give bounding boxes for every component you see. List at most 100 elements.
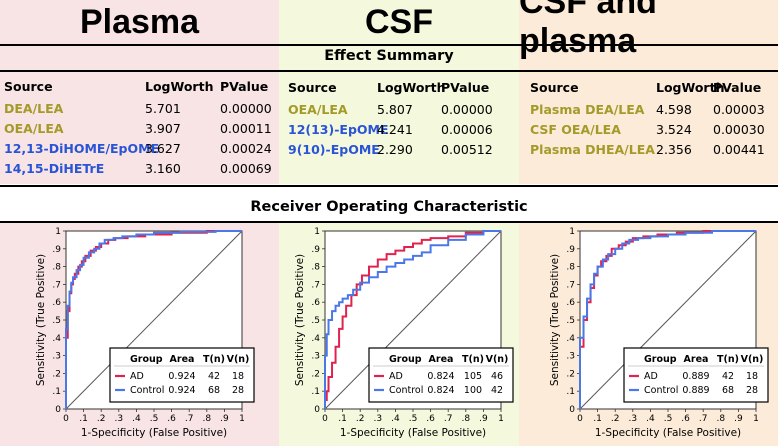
y-tick-label: .5 (52, 316, 61, 326)
x-tick-label: .6 (426, 414, 435, 424)
y-tick-label: .2 (566, 369, 575, 379)
logworth-cell: 5.807 (377, 102, 413, 117)
legend-header: V(n) (227, 354, 250, 365)
x-tick-label: .2 (611, 414, 620, 424)
source-cell: CSF OEA/LEA (530, 122, 621, 137)
legend-cell: 0.924 (168, 385, 195, 396)
legend-cell: 28 (746, 385, 758, 396)
y-tick-label: .8 (52, 263, 61, 273)
col-header-logworth: LogWorth (656, 80, 725, 95)
x-tick-label: .8 (462, 414, 471, 424)
y-tick-label: .1 (566, 387, 575, 397)
y-axis-label: Sensitivity (True Positive) (35, 254, 47, 386)
pvalue-cell: 0.00441 (713, 142, 765, 157)
source-cell: OEA/LEA (288, 102, 348, 117)
legend-cell: 100 (464, 385, 482, 396)
x-tick-label: .9 (734, 414, 743, 424)
y-tick-label: .2 (311, 369, 320, 379)
legend-cell: AD (130, 371, 144, 382)
plasma-column-bg (0, 0, 279, 184)
divider-effect (0, 70, 778, 72)
logworth-cell: 3.627 (145, 141, 181, 156)
col-header-pvalue: PValue (713, 80, 762, 95)
y-tick-label: 0 (569, 405, 575, 415)
col-header-source: Source (4, 79, 53, 94)
legend-header: Group (644, 354, 677, 365)
source-cell: DEA/LEA (4, 101, 64, 116)
col-header-pvalue: PValue (220, 79, 269, 94)
x-tick-label: 0 (63, 414, 69, 424)
pvalue-cell: 0.00024 (220, 141, 272, 156)
legend-header: T(n) (203, 354, 225, 365)
source-cell: 14,15-DiHETrE (4, 161, 105, 176)
legend-header: Area (684, 354, 709, 365)
legend-cell: 46 (491, 371, 503, 382)
x-tick-label: .3 (629, 414, 638, 424)
legend-header: Area (429, 354, 454, 365)
legend-cell: 0.924 (168, 371, 195, 382)
y-tick-label: .6 (311, 298, 320, 308)
x-tick-label: .9 (220, 414, 229, 424)
x-axis-label: 1-Specificity (False Positive) (81, 427, 227, 439)
logworth-cell: 5.701 (145, 101, 181, 116)
y-tick-label: 1 (314, 227, 320, 237)
legend-cell: 68 (208, 385, 220, 396)
legend-header: Group (130, 354, 163, 365)
y-tick-label: .1 (311, 387, 320, 397)
y-tick-label: .8 (566, 263, 575, 273)
legend-box (368, 347, 514, 403)
col-header-logworth: LogWorth (145, 79, 214, 94)
logworth-cell: 4.241 (377, 122, 413, 137)
legend-header: T(n) (462, 354, 484, 365)
legend-header: Group (389, 354, 422, 365)
y-axis-label: Sensitivity (True Positive) (549, 254, 561, 386)
legend-cell: 18 (232, 371, 244, 382)
legend-cell: 28 (232, 385, 244, 396)
y-tick-label: .7 (52, 280, 61, 290)
logworth-cell: 2.356 (656, 142, 692, 157)
x-tick-label: .4 (132, 414, 141, 424)
col-header-source: Source (288, 80, 337, 95)
y-tick-label: 1 (569, 227, 575, 237)
x-tick-label: 1 (239, 414, 245, 424)
y-tick-label: 0 (55, 405, 61, 415)
divider-bottom (0, 185, 778, 187)
pvalue-cell: 0.00006 (441, 122, 493, 137)
x-tick-label: .2 (356, 414, 365, 424)
header-plasma: Plasma (79, 2, 200, 41)
source-cell: Plasma DEA/LEA (530, 102, 645, 117)
y-tick-label: .3 (52, 352, 61, 362)
x-axis-label: 1-Specificity (False Positive) (595, 427, 741, 439)
pvalue-cell: 0.00069 (220, 161, 272, 176)
y-tick-label: .4 (566, 334, 575, 344)
y-tick-label: .7 (311, 280, 320, 290)
source-cell: 12,13-DiHOME/EpOME (4, 141, 160, 156)
y-tick-label: .5 (311, 316, 320, 326)
pvalue-cell: 0.00011 (220, 121, 272, 136)
both-column-bg (519, 0, 778, 184)
x-tick-label: 0 (577, 414, 583, 424)
divider-top (0, 44, 778, 46)
x-tick-label: .8 (717, 414, 726, 424)
x-tick-label: .6 (681, 414, 690, 424)
x-tick-label: .2 (97, 414, 106, 424)
y-tick-label: 0 (314, 405, 320, 415)
pvalue-cell: 0.00003 (713, 102, 765, 117)
x-tick-label: 1 (753, 414, 759, 424)
legend-cell: AD (389, 371, 403, 382)
pvalue-cell: 0.00512 (441, 142, 493, 157)
x-tick-label: .1 (593, 414, 602, 424)
y-tick-label: .5 (566, 316, 575, 326)
y-tick-label: .3 (311, 352, 320, 362)
x-tick-label: 0 (322, 414, 328, 424)
legend-cell: 0.824 (427, 385, 454, 396)
y-tick-label: .9 (311, 245, 320, 255)
legend-cell: 42 (722, 371, 734, 382)
legend-cell: 42 (208, 371, 220, 382)
col-header-source: Source (530, 80, 579, 95)
legend-cell: Control (644, 385, 678, 396)
y-tick-label: .8 (311, 263, 320, 273)
source-cell: Plasma DHEA/LEA (530, 142, 655, 157)
x-tick-label: 1 (498, 414, 504, 424)
